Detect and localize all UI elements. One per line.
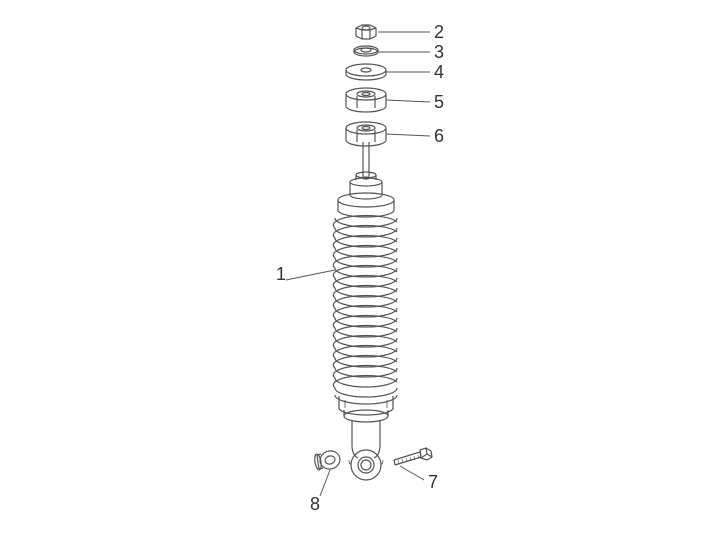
piston-rod xyxy=(363,142,369,179)
lock-nut-part xyxy=(314,449,342,472)
shock-body-part xyxy=(333,172,397,480)
callout-label-4: 4 xyxy=(434,62,444,83)
callout-label-6: 6 xyxy=(434,126,444,147)
callout-label-1: 1 xyxy=(276,264,286,285)
hex-nut-part xyxy=(356,25,376,39)
lower-bushing-part xyxy=(346,122,386,146)
large-washer-part xyxy=(346,64,386,80)
hex-bolt-part xyxy=(394,448,432,465)
callout-lines xyxy=(286,32,430,496)
callout-label-8: 8 xyxy=(310,494,320,515)
callout-label-2: 2 xyxy=(434,22,444,43)
shock-absorber-diagram xyxy=(0,0,724,543)
coil-spring xyxy=(333,216,397,404)
callout-label-7: 7 xyxy=(428,472,438,493)
upper-bushing-part xyxy=(346,88,386,112)
small-washer-part xyxy=(354,46,378,56)
callout-label-5: 5 xyxy=(434,92,444,113)
callout-label-3: 3 xyxy=(434,42,444,63)
